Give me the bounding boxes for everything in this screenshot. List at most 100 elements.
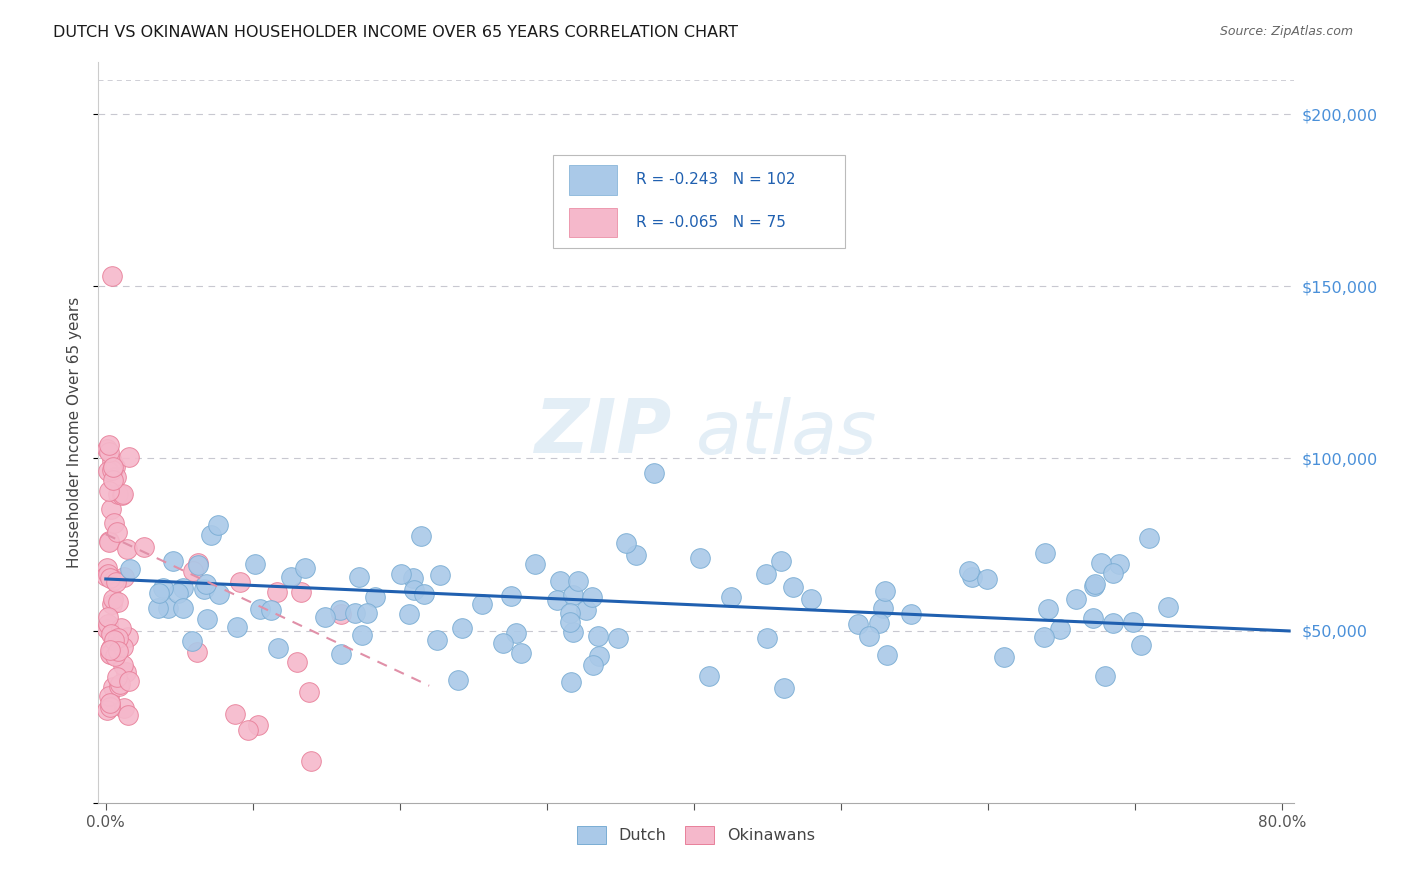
Point	[290, 585, 312, 599]
Point	[101, 592, 124, 607]
Point	[492, 636, 515, 650]
Point	[471, 597, 494, 611]
Point	[98, 535, 121, 549]
Point	[720, 590, 742, 604]
Point	[112, 640, 135, 655]
Point	[976, 572, 998, 586]
Point	[104, 648, 127, 663]
Point	[1036, 601, 1059, 615]
Point	[280, 570, 302, 584]
Point	[112, 701, 135, 715]
Point	[224, 706, 246, 721]
Point	[148, 586, 170, 600]
Point	[195, 612, 218, 626]
Point	[1122, 615, 1144, 630]
Point	[101, 459, 124, 474]
FancyBboxPatch shape	[569, 208, 617, 237]
Point	[960, 570, 983, 584]
Point	[1108, 557, 1130, 571]
Point	[558, 606, 581, 620]
Point	[1049, 622, 1071, 636]
Point	[1035, 546, 1057, 560]
Point	[200, 528, 222, 542]
Point	[1064, 591, 1087, 606]
Point	[100, 647, 122, 661]
Point	[167, 586, 190, 600]
Point	[588, 648, 610, 663]
Point	[118, 673, 141, 688]
Point	[103, 680, 125, 694]
Point	[101, 463, 124, 477]
Point	[501, 589, 523, 603]
Point	[900, 607, 922, 622]
Point	[429, 567, 451, 582]
Point	[103, 516, 125, 530]
Point	[104, 574, 127, 589]
Point	[266, 585, 288, 599]
Point	[101, 453, 124, 467]
Legend: Dutch, Okinawans: Dutch, Okinawans	[571, 819, 821, 850]
Point	[101, 597, 124, 611]
Text: R = -0.065   N = 75: R = -0.065 N = 75	[637, 215, 786, 230]
Point	[115, 541, 138, 556]
Point	[298, 685, 321, 699]
Point	[193, 582, 215, 597]
Point	[97, 616, 120, 631]
Point	[1084, 577, 1107, 591]
Point	[413, 587, 436, 601]
Point	[389, 567, 412, 582]
Point	[111, 658, 134, 673]
Point	[181, 633, 204, 648]
Point	[294, 561, 316, 575]
Point	[97, 623, 120, 637]
Point	[100, 501, 122, 516]
Point	[426, 632, 449, 647]
Point	[550, 574, 572, 588]
Point	[103, 632, 125, 647]
Point	[347, 570, 370, 584]
Point	[100, 268, 122, 283]
Point	[105, 524, 128, 539]
Point	[96, 442, 118, 456]
Point	[523, 558, 546, 572]
Point	[172, 600, 194, 615]
Point	[117, 630, 139, 644]
FancyBboxPatch shape	[569, 165, 617, 194]
Point	[105, 469, 128, 483]
Point	[773, 681, 796, 695]
Point	[1083, 579, 1105, 593]
Point	[858, 629, 880, 643]
Point	[285, 655, 308, 669]
Point	[107, 487, 129, 501]
Point	[1156, 599, 1178, 614]
Point	[118, 562, 141, 576]
Point	[207, 518, 229, 533]
Point	[152, 581, 174, 595]
Point	[330, 607, 353, 621]
Point	[96, 703, 118, 717]
Point	[115, 665, 138, 680]
Point	[586, 630, 609, 644]
Point	[1102, 616, 1125, 631]
Point	[626, 548, 648, 562]
Point	[301, 755, 323, 769]
Point	[329, 647, 352, 661]
Point	[1090, 557, 1112, 571]
Point	[105, 670, 128, 684]
Point	[98, 571, 121, 585]
Point	[118, 450, 141, 464]
Point	[266, 640, 288, 655]
Point	[181, 564, 204, 578]
Point	[187, 558, 209, 572]
Text: DUTCH VS OKINAWAN HOUSEHOLDER INCOME OVER 65 YEARS CORRELATION CHART: DUTCH VS OKINAWAN HOUSEHOLDER INCOME OVE…	[53, 25, 738, 40]
Point	[104, 459, 127, 474]
Point	[100, 627, 122, 641]
Point	[697, 669, 720, 683]
Text: ZIP: ZIP	[534, 396, 672, 469]
Point	[350, 628, 373, 642]
FancyBboxPatch shape	[553, 155, 845, 247]
Point	[96, 561, 118, 575]
Point	[581, 657, 603, 672]
Point	[546, 593, 568, 607]
Point	[1137, 531, 1160, 545]
